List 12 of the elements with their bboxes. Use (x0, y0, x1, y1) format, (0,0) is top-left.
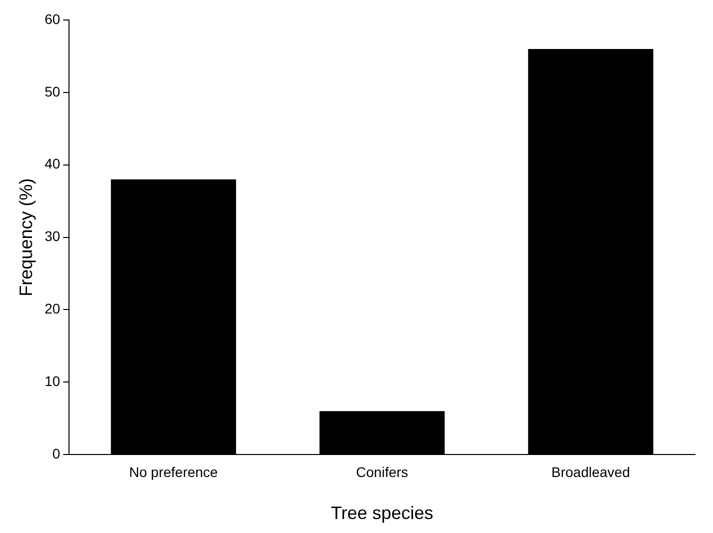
x-tick-label: No preference (129, 464, 218, 480)
x-tick-label: Conifers (356, 464, 408, 480)
y-tick-label: 10 (44, 373, 60, 390)
y-tick-label: 30 (44, 228, 60, 244)
y-tick-label: 20 (44, 300, 60, 317)
y-axis-title: Frequency (%) (16, 178, 36, 296)
y-tick-label: 40 (44, 156, 60, 172)
y-tick-label: 0 (52, 445, 60, 462)
x-tick-label: Broadleaved (551, 464, 630, 480)
x-axis-title: Tree species (330, 503, 434, 524)
y-tick-label: 50 (44, 83, 60, 100)
y-tick-label: 60 (44, 10, 60, 27)
